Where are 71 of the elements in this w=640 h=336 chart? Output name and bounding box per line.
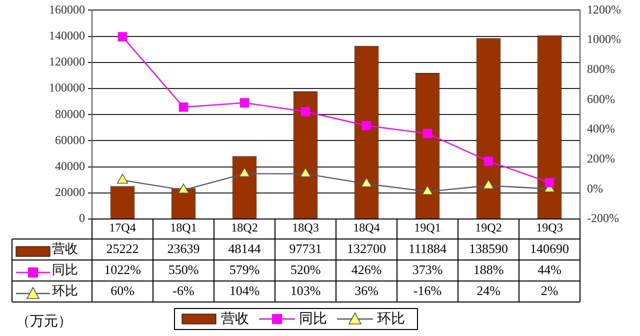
data-label: 140690 bbox=[530, 240, 569, 256]
y2-tick-label: 1200% bbox=[587, 2, 621, 16]
y-tick-label: 120000 bbox=[49, 54, 85, 69]
legend-label: 环比 bbox=[52, 282, 78, 298]
data-label: 23639 bbox=[167, 240, 200, 256]
y2-tick-label: -200% bbox=[587, 211, 619, 226]
point bbox=[544, 178, 554, 188]
x-tick-label: 19Q2 bbox=[475, 220, 502, 234]
y2-tick-label: 600% bbox=[587, 92, 615, 106]
data-label: 550% bbox=[168, 262, 199, 277]
point bbox=[240, 98, 250, 108]
point bbox=[116, 174, 128, 184]
data-label: 188% bbox=[473, 262, 504, 277]
data-label: 373% bbox=[412, 262, 443, 277]
legend-label: 同比 bbox=[52, 262, 78, 277]
data-label: 103% bbox=[290, 282, 321, 298]
y2-tick-label: 1000% bbox=[587, 32, 621, 46]
data-label: 24% bbox=[476, 282, 501, 298]
data-label: 1022% bbox=[104, 262, 142, 277]
data-label: -6% bbox=[172, 282, 194, 298]
y-tick-label: 20000 bbox=[55, 185, 85, 200]
text: 同比 bbox=[299, 312, 327, 327]
point bbox=[422, 185, 434, 195]
y2-tick-label: 400% bbox=[587, 122, 615, 136]
point bbox=[178, 102, 188, 112]
point bbox=[482, 179, 494, 189]
data-label: 2% bbox=[540, 282, 558, 298]
y-tick-label: 60000 bbox=[55, 132, 85, 147]
text: 营收 bbox=[221, 312, 249, 327]
y2-tick-label: 800% bbox=[587, 62, 615, 76]
y-tick-label: 160000 bbox=[49, 2, 85, 16]
y-tick-label: 0 bbox=[79, 211, 85, 226]
data-label: 426% bbox=[351, 262, 382, 277]
y-tick-label: 80000 bbox=[55, 106, 85, 121]
y-tick-label: 100000 bbox=[49, 80, 85, 95]
data-label: 520% bbox=[290, 262, 321, 277]
x-tick-label: 17Q4 bbox=[109, 220, 136, 234]
x-tick-label: 19Q3 bbox=[536, 220, 563, 234]
data-label: 48144 bbox=[228, 240, 262, 256]
y-tick-label: 140000 bbox=[49, 28, 85, 42]
point bbox=[300, 106, 310, 116]
point bbox=[422, 128, 432, 138]
data-label: -16% bbox=[413, 282, 442, 298]
x-tick-label: 19Q1 bbox=[414, 220, 441, 234]
point bbox=[484, 156, 494, 166]
point bbox=[238, 167, 250, 178]
data-label: 132700 bbox=[347, 240, 386, 256]
y2-tick-label: 200% bbox=[587, 152, 615, 166]
x-tick-label: 18Q2 bbox=[231, 220, 258, 234]
data-label: 60% bbox=[110, 282, 135, 298]
text: 环比 bbox=[377, 312, 405, 327]
data-label: 579% bbox=[229, 262, 260, 277]
x-tick-label: 18Q4 bbox=[353, 220, 380, 234]
point bbox=[362, 120, 372, 130]
x-tick-label: 18Q3 bbox=[292, 220, 319, 234]
y2-tick-label: 0% bbox=[587, 181, 603, 196]
data-label: 44% bbox=[538, 262, 562, 277]
data-label: 25222 bbox=[106, 240, 139, 256]
data-label: 104% bbox=[229, 282, 260, 298]
point bbox=[178, 184, 190, 194]
text: （万元） bbox=[16, 314, 72, 330]
point bbox=[118, 32, 128, 42]
point bbox=[300, 167, 312, 178]
data-label: 97731 bbox=[289, 240, 322, 256]
x-tick-label: 18Q1 bbox=[170, 220, 197, 234]
data-label: 111884 bbox=[408, 240, 448, 256]
data-label: 36% bbox=[354, 282, 379, 298]
data-label: 138590 bbox=[469, 240, 508, 256]
point bbox=[360, 177, 372, 188]
y-tick-label: 40000 bbox=[55, 158, 85, 173]
legend-label: 营收 bbox=[52, 240, 78, 256]
